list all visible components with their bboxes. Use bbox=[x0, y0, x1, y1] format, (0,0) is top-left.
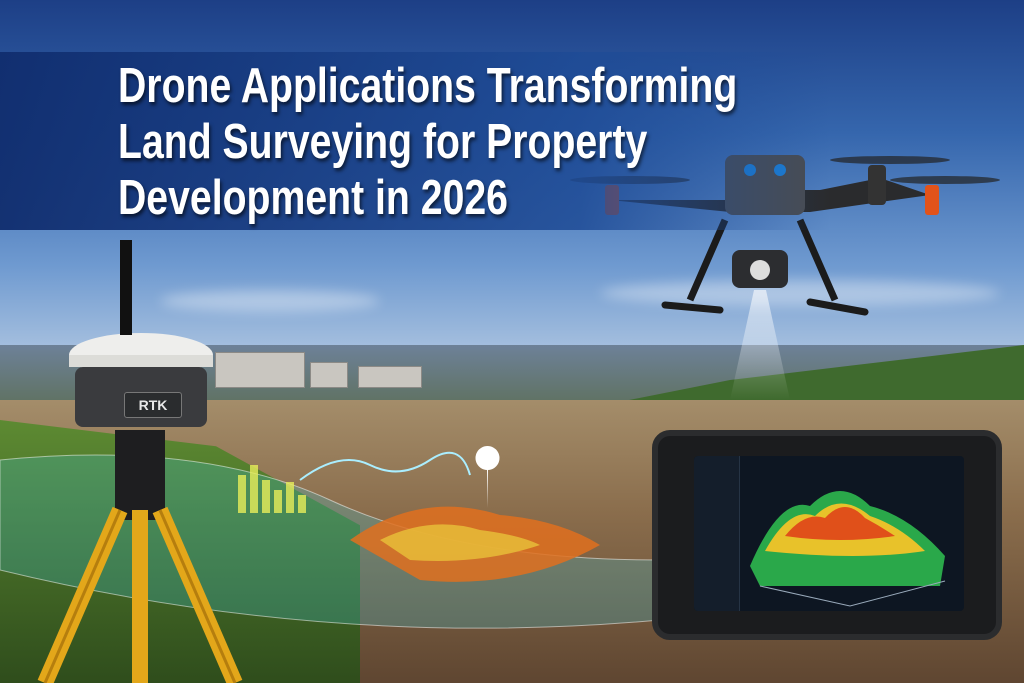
title-line-3: Development in 2026 bbox=[118, 171, 508, 225]
receiver-antenna bbox=[120, 240, 132, 335]
title-line-1: Drone Applications Transforming bbox=[118, 59, 738, 113]
building bbox=[310, 362, 348, 388]
title-line-2: Land Surveying for Property bbox=[118, 115, 648, 169]
title-banner bbox=[0, 52, 830, 230]
location-pin-icon bbox=[475, 446, 500, 508]
rugged-tablet bbox=[652, 430, 1002, 640]
tablet-app-sidebar bbox=[694, 456, 740, 611]
building bbox=[215, 352, 305, 388]
rtk-label: RTK bbox=[124, 392, 182, 418]
page-title: Drone Applications Transforming Land Sur… bbox=[118, 58, 737, 226]
building bbox=[358, 366, 422, 388]
cloud bbox=[160, 290, 380, 312]
3d-terrain-map bbox=[750, 491, 946, 607]
tablet-screen bbox=[694, 456, 964, 611]
tripod bbox=[37, 430, 243, 683]
